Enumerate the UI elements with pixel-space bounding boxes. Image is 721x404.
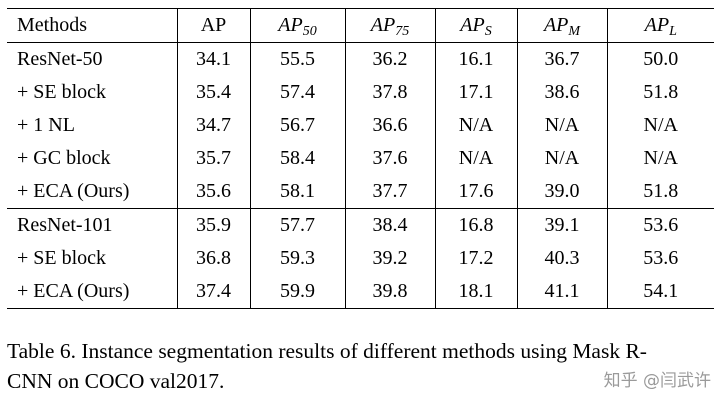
header-row: Methods AP AP50 AP75 APS APM APL [7, 8, 714, 43]
results-table: Methods AP AP50 AP75 APS APM APL ResNet-… [7, 8, 714, 309]
value-cell: 17.1 [434, 76, 517, 109]
value-cell: 37.7 [344, 175, 435, 209]
table-row: ResNet-101 35.9 57.7 38.4 16.8 39.1 53.6 [7, 208, 714, 242]
method-cell: + GC block [17, 147, 111, 169]
method-cell: ResNet-101 [17, 214, 113, 236]
value-cell: 40.3 [516, 242, 607, 275]
ap75-sub: 75 [395, 24, 410, 39]
value-cell: 36.6 [344, 109, 435, 142]
value-cell: 41.1 [516, 275, 607, 309]
table-row: + SE block 35.4 57.4 37.8 17.1 38.6 51.8 [7, 76, 714, 109]
value-cell: 37.4 [176, 275, 250, 309]
value-cell: 54.1 [606, 275, 714, 309]
ap50-base: AP [278, 14, 303, 36]
value-cell: 35.7 [176, 142, 250, 175]
value-cell: 51.8 [606, 76, 714, 109]
col-header-ap50: AP50 [249, 8, 345, 43]
col-header-aps: APS [434, 8, 517, 43]
value-cell: 37.8 [344, 76, 435, 109]
value-cell: 50.0 [606, 42, 714, 76]
value-cell: N/A [434, 142, 517, 175]
method-cell: + ECA (Ours) [17, 280, 130, 302]
apl-sub: L [669, 24, 677, 39]
table-row: + GC block 35.7 58.4 37.6 N/A N/A N/A [7, 142, 714, 175]
value-cell: N/A [434, 109, 517, 142]
value-cell: 58.1 [249, 175, 345, 209]
col-header-apm: APM [516, 8, 607, 43]
value-cell: 35.4 [176, 76, 250, 109]
col-header-ap: AP [176, 8, 250, 43]
col-header-ap75: AP75 [344, 8, 435, 43]
value-cell: N/A [606, 142, 714, 175]
value-cell: 35.6 [176, 175, 250, 209]
value-cell: N/A [606, 109, 714, 142]
value-cell: 56.7 [249, 109, 345, 142]
apm-sub: M [568, 24, 581, 39]
value-cell: 53.6 [606, 208, 714, 242]
value-cell: 37.6 [344, 142, 435, 175]
value-cell: 36.7 [516, 42, 607, 76]
value-cell: 34.7 [176, 109, 250, 142]
col-header-methods: Methods [17, 14, 87, 36]
watermark: 知乎 @闫武许 [603, 371, 711, 391]
table-row: + 1 NL 34.7 56.7 36.6 N/A N/A N/A [7, 109, 714, 142]
value-cell: 39.8 [344, 275, 435, 309]
value-cell: 57.4 [249, 76, 345, 109]
value-cell: 35.9 [176, 208, 250, 242]
value-cell: 58.4 [249, 142, 345, 175]
value-cell: 38.4 [344, 208, 435, 242]
value-cell: 36.2 [344, 42, 435, 76]
value-cell: 18.1 [434, 275, 517, 309]
value-cell: 39.0 [516, 175, 607, 209]
table-row: + ECA (Ours) 35.6 58.1 37.7 17.6 39.0 51… [7, 175, 714, 209]
value-cell: 53.6 [606, 242, 714, 275]
value-cell: 39.2 [344, 242, 435, 275]
value-cell: 16.8 [434, 208, 517, 242]
value-cell: 59.9 [249, 275, 345, 309]
value-cell: 55.5 [249, 42, 345, 76]
table-caption: Table 6. Instance segmentation results o… [7, 339, 647, 393]
value-cell: 39.1 [516, 208, 607, 242]
value-cell: 16.1 [434, 42, 517, 76]
method-cell: + SE block [17, 247, 107, 269]
col-header-apl: APL [606, 8, 714, 43]
table-row: ResNet-50 34.1 55.5 36.2 16.1 36.7 50.0 [7, 42, 714, 76]
value-cell: 59.3 [249, 242, 345, 275]
value-cell: 38.6 [516, 76, 607, 109]
table-row: + ECA (Ours) 37.4 59.9 39.8 18.1 41.1 54… [7, 275, 714, 309]
value-cell: 17.2 [434, 242, 517, 275]
value-cell: N/A [516, 142, 607, 175]
value-cell: 51.8 [606, 175, 714, 209]
method-cell: + SE block [17, 81, 107, 103]
method-cell: + ECA (Ours) [17, 180, 130, 202]
ap50-sub: 50 [302, 24, 317, 39]
ap75-base: AP [370, 14, 396, 36]
value-cell: 57.7 [249, 208, 345, 242]
apm-base: AP [543, 14, 569, 36]
value-cell: 17.6 [434, 175, 517, 209]
method-cell: ResNet-50 [17, 48, 103, 70]
value-cell: 34.1 [176, 42, 250, 76]
table-row: + SE block 36.8 59.3 39.2 17.2 40.3 53.6 [7, 242, 714, 275]
method-cell: + 1 NL [17, 114, 75, 136]
aps-sub: S [484, 24, 492, 39]
apl-base: AP [644, 14, 670, 36]
value-cell: 36.8 [176, 242, 250, 275]
aps-base: AP [460, 14, 485, 36]
value-cell: N/A [516, 109, 607, 142]
